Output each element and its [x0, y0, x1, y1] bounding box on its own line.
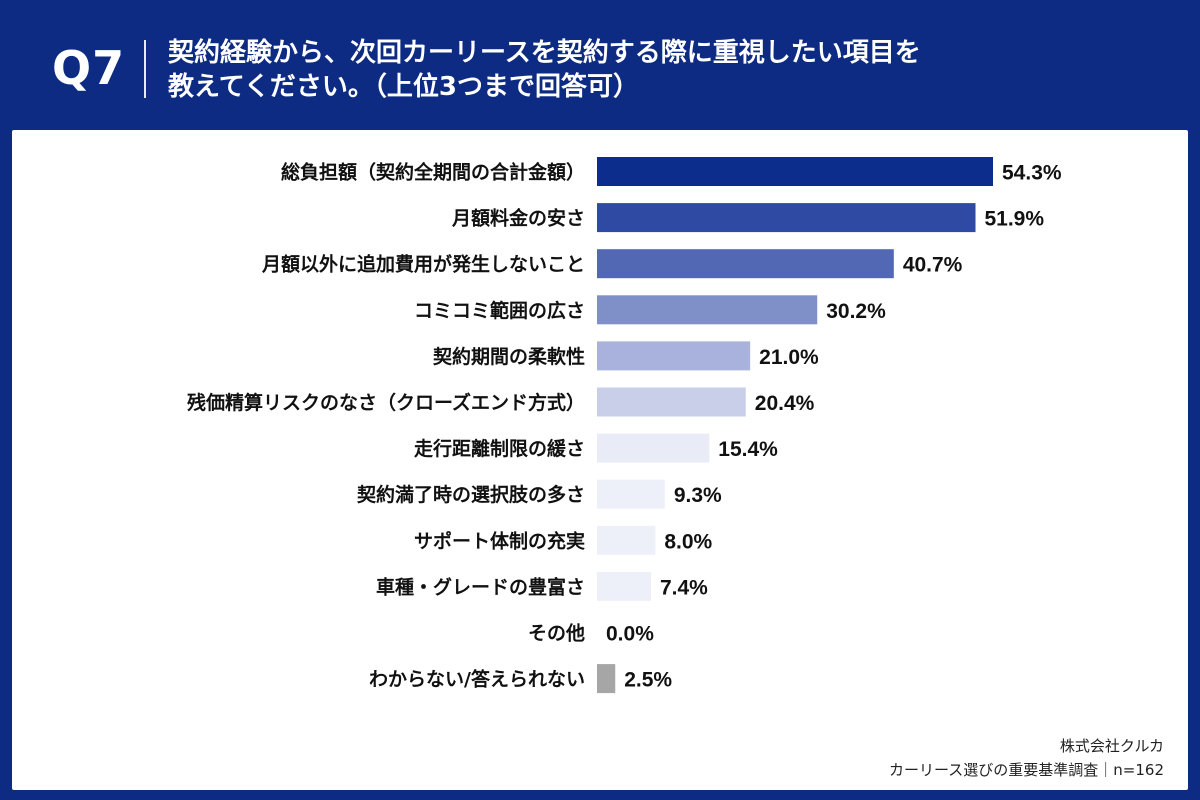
value-label: 9.3% — [674, 484, 722, 507]
value-label: 21.0% — [759, 346, 819, 369]
category-label: その他 — [528, 622, 585, 645]
category-label: 走行距離制限の緩さ — [414, 437, 585, 460]
question-line-1: 契約経験から、次回カーリースを契約する際に重視したい項目を — [168, 38, 921, 68]
header: Q7 契約経験から、次回カーリースを契約する際に重視したい項目を 教えてください… — [0, 0, 1200, 130]
value-label: 2.5% — [624, 669, 672, 692]
category-label: わからない/答えられない — [369, 668, 585, 691]
bar — [597, 479, 665, 509]
bar — [597, 571, 651, 601]
bar — [597, 387, 746, 417]
value-label: 51.9% — [984, 208, 1044, 231]
source-note: 株式会社クルカ カーリース選びの重要基準調査｜n=162 — [889, 734, 1164, 782]
value-label: 54.3% — [1002, 162, 1062, 185]
category-label: 契約満了時の選択肢の多さ — [356, 483, 585, 506]
bar — [597, 203, 976, 233]
category-label: サポート体制の充実 — [414, 529, 585, 552]
value-label: 8.0% — [664, 530, 712, 553]
category-label: 契約期間の柔軟性 — [432, 345, 585, 368]
value-label: 20.4% — [755, 392, 815, 415]
category-label: 残価精算リスクのなさ（クローズエンド方式） — [187, 391, 585, 414]
bar — [597, 295, 818, 325]
value-label: 40.7% — [903, 254, 963, 277]
value-label: 30.2% — [826, 300, 886, 323]
question-line-2: 教えてください。（上位3つまで回答可） — [168, 72, 640, 102]
category-label: 月額料金の安さ — [451, 207, 585, 230]
header-divider — [144, 40, 146, 98]
value-label: 15.4% — [718, 438, 778, 461]
bar — [597, 433, 710, 463]
bar — [597, 249, 894, 279]
bar — [597, 525, 656, 555]
value-label: 0.0% — [606, 623, 654, 646]
company-name: 株式会社クルカ — [1059, 737, 1164, 755]
category-label: コミコミ範囲の広さ — [414, 299, 585, 322]
question-text: 契約経験から、次回カーリースを契約する際に重視したい項目を 教えてください。（上… — [168, 36, 1148, 104]
bar — [597, 341, 751, 371]
value-label: 7.4% — [660, 576, 708, 599]
category-label: 総負担額（契約全期間の合計金額） — [281, 161, 585, 184]
bar — [597, 664, 616, 694]
bar — [597, 157, 993, 186]
category-label: 車種・グレードの豊富さ — [376, 575, 585, 598]
survey-info: カーリース選びの重要基準調査｜n=162 — [889, 761, 1164, 779]
question-number: Q7 — [52, 41, 126, 95]
category-label: 月額以外に追加費用が発生しないこと — [261, 253, 585, 276]
